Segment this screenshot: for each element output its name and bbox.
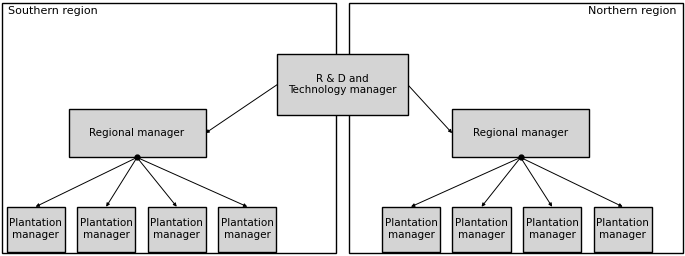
Text: Plantation
manager: Plantation manager — [9, 218, 62, 240]
Bar — [6, 207, 64, 251]
Text: Plantation
manager: Plantation manager — [79, 218, 133, 240]
Bar — [349, 3, 683, 253]
Bar — [593, 207, 652, 251]
Bar — [452, 109, 589, 157]
Text: Regional manager: Regional manager — [473, 128, 568, 138]
Bar — [68, 109, 206, 157]
Bar — [2, 3, 336, 253]
Text: Regional manager: Regional manager — [90, 128, 184, 138]
Bar — [523, 207, 581, 251]
Bar — [452, 207, 510, 251]
Text: Northern region: Northern region — [588, 6, 677, 16]
Text: Plantation
manager: Plantation manager — [384, 218, 438, 240]
Text: Plantation
manager: Plantation manager — [221, 218, 274, 240]
Bar — [77, 207, 135, 251]
Text: Plantation
manager: Plantation manager — [150, 218, 203, 240]
Bar — [382, 207, 440, 251]
Text: Southern region: Southern region — [8, 6, 98, 16]
Bar — [277, 54, 408, 115]
Text: Plantation
manager: Plantation manager — [455, 218, 508, 240]
Bar — [148, 207, 206, 251]
Bar — [218, 207, 277, 251]
Text: Plantation
manager: Plantation manager — [525, 218, 579, 240]
Text: Plantation
manager: Plantation manager — [596, 218, 649, 240]
Text: R & D and
Technology manager: R & D and Technology manager — [288, 74, 397, 95]
